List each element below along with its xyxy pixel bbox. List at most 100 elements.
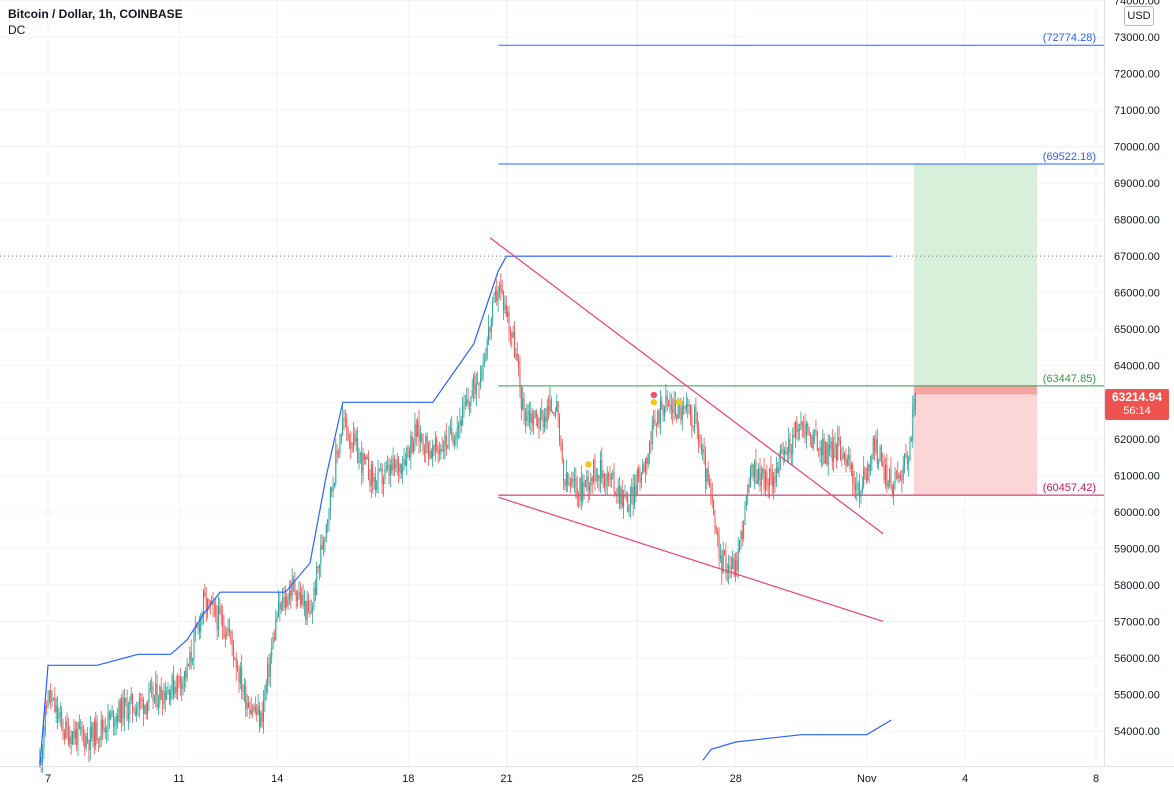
candle-body	[122, 697, 124, 719]
candle-body	[692, 425, 694, 427]
candle-body	[597, 474, 599, 479]
candle-body	[890, 469, 892, 487]
candle-body	[638, 469, 640, 478]
candle-body	[493, 295, 495, 302]
symbol-title[interactable]: Bitcoin / Dollar, 1h, COINBASE	[8, 7, 183, 21]
candle-body	[523, 398, 525, 413]
candle-body	[346, 418, 348, 430]
candle-body	[354, 432, 356, 442]
candle-body	[868, 464, 870, 471]
candle-body	[673, 400, 675, 413]
candle-body	[520, 386, 522, 410]
candle-body	[509, 329, 511, 334]
price-tick-label: 67000.00	[1114, 251, 1160, 263]
signal-marker	[650, 391, 658, 399]
candle-body	[680, 407, 682, 421]
candle-body	[99, 737, 101, 741]
candle-body	[508, 311, 510, 330]
price-tick-label: 65000.00	[1114, 324, 1160, 336]
candle-body	[261, 712, 263, 722]
candle-body	[353, 432, 355, 449]
candle-body	[717, 531, 719, 536]
time-tick-label: 8	[1093, 773, 1099, 785]
candle-body	[874, 438, 876, 452]
candle-body	[567, 472, 569, 484]
candle-body	[303, 600, 305, 606]
candle-body	[252, 709, 254, 711]
candle-body	[569, 482, 571, 485]
candle-body	[172, 675, 174, 695]
candle-body	[452, 436, 454, 444]
candle-body	[127, 713, 129, 719]
trendline-upper	[489, 237, 884, 535]
currency-button[interactable]: USD	[1124, 6, 1154, 26]
candle-body	[841, 457, 843, 460]
time-tick-label: 4	[962, 773, 968, 785]
candle-body	[432, 445, 434, 459]
time-axis[interactable]: 7 11 14 18 21 25 28 Nov 4 8	[0, 766, 1174, 786]
candle-body	[564, 480, 566, 486]
candle-body	[549, 399, 551, 412]
candle-body	[897, 473, 899, 479]
candle-body	[684, 406, 686, 410]
candle-body	[114, 723, 116, 727]
candle-body	[608, 473, 610, 477]
price-tick-label: 59000.00	[1114, 543, 1160, 555]
candle-body	[458, 425, 460, 429]
candle-body	[619, 486, 621, 505]
time-tick-label: 18	[402, 773, 414, 785]
signal-marker	[650, 399, 658, 406]
candle-body	[110, 713, 112, 720]
candle-body	[280, 603, 282, 610]
candle-body	[793, 435, 795, 437]
candle-body	[594, 459, 596, 480]
candle-body	[872, 438, 874, 456]
candle-body	[423, 450, 425, 453]
candle-body	[417, 421, 419, 437]
candle-body	[498, 285, 500, 292]
candle-body	[395, 463, 397, 469]
time-tick-label: 7	[45, 773, 51, 785]
candle-body	[763, 468, 765, 490]
candle-body	[591, 477, 593, 482]
candle-body	[384, 468, 386, 480]
candle-body	[290, 591, 292, 597]
candle-body	[250, 709, 252, 714]
candle-body	[190, 651, 192, 662]
candle-body	[186, 664, 188, 678]
candle-body	[301, 594, 303, 604]
indicator-label[interactable]: DC	[8, 23, 26, 37]
candle-body	[102, 719, 104, 729]
candle-body	[599, 459, 601, 481]
candle-body	[372, 464, 374, 483]
candle-body	[174, 686, 176, 695]
candle-body	[243, 685, 245, 693]
candle-body	[276, 616, 278, 620]
candle-body	[410, 436, 412, 458]
donchian-lower-line	[702, 719, 892, 761]
candle-body	[248, 702, 250, 708]
candle-body	[368, 458, 370, 481]
candle-body	[234, 657, 236, 661]
candle-body	[773, 476, 775, 487]
candle-body	[81, 726, 83, 733]
candle-body	[785, 450, 787, 454]
time-tick-label: 21	[500, 773, 512, 785]
candle-body	[385, 467, 387, 469]
candle-body	[332, 484, 334, 492]
candle-body	[574, 478, 576, 481]
candle-body	[513, 331, 515, 357]
candle-body	[781, 449, 783, 451]
candle-body	[572, 479, 574, 481]
candle-body	[511, 333, 513, 338]
candle-body	[719, 555, 721, 559]
price-axis[interactable]: 54000.00 55000.00 56000.00 57000.00 58000.00…	[1104, 0, 1160, 766]
candle-body	[249, 707, 251, 714]
candle-body	[808, 426, 810, 435]
candle-body	[478, 384, 480, 386]
candle-body	[543, 416, 545, 428]
candle-body	[481, 374, 483, 378]
candle-body	[291, 579, 293, 597]
candle-body	[758, 468, 760, 481]
